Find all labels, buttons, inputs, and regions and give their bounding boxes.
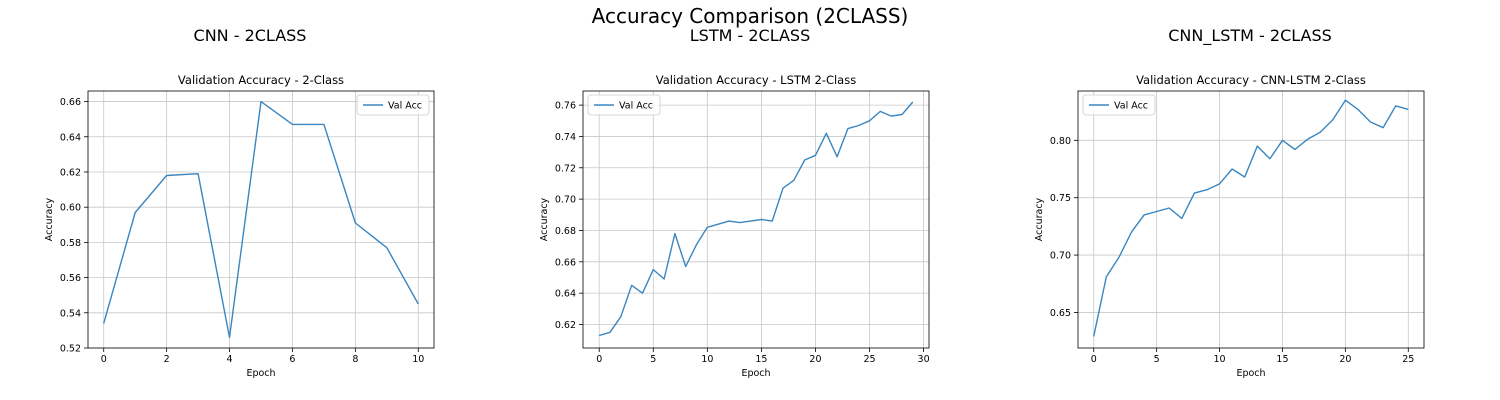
- y-tick-label: 0.70: [1050, 251, 1071, 262]
- x-tick-label: 0: [1091, 354, 1097, 365]
- x-tick-label: 0: [596, 354, 602, 365]
- y-tick-label: 0.64: [555, 289, 576, 300]
- x-tick-label: 8: [352, 354, 358, 365]
- y-tick-label: 0.56: [60, 273, 81, 284]
- y-tick-label: 0.52: [60, 344, 81, 355]
- legend-label: Val Acc: [388, 101, 422, 112]
- y-axis-label: Accuracy: [1034, 197, 1045, 241]
- panel-title: LSTM - 2CLASS: [689, 26, 811, 45]
- y-tick-label: 0.66: [555, 257, 576, 268]
- chart-lstm-svg: Validation Accuracy - LSTM 2-Class 0 5 10 15…: [539, 73, 930, 379]
- x-tick-label: 10: [701, 354, 713, 365]
- series-line-val-acc: [599, 101, 914, 337]
- y-tick-label: 0.75: [1050, 193, 1071, 204]
- chart-cnn-svg: Validation Accuracy - 2-Class 0 2 4 6 8 10 0.52…: [44, 73, 435, 379]
- chart-panel-lstm: LSTM - 2CLASS Validation Accuracy - LSTM…: [500, 0, 1000, 400]
- y-tick-label: 0.65: [1050, 308, 1071, 319]
- y-tick-label: 0.66: [60, 97, 81, 108]
- x-tick-label: 10: [412, 354, 424, 365]
- axes-title: Validation Accuracy - CNN-LSTM 2-Class: [1136, 73, 1366, 87]
- panel-title: CNN_LSTM - 2CLASS: [1168, 26, 1332, 45]
- y-tick-label: 0.62: [555, 320, 576, 331]
- y-tick-label: 0.58: [60, 238, 81, 249]
- x-axis-label: Epoch: [1236, 368, 1265, 379]
- y-axis-label: Accuracy: [44, 197, 55, 241]
- axes-title: Validation Accuracy - 2-Class: [178, 73, 344, 87]
- x-tick-label: 15: [1276, 354, 1288, 365]
- x-tick-label: 25: [1402, 354, 1414, 365]
- y-tick-label: 0.64: [60, 132, 81, 143]
- figure-title: Accuracy Comparison (2CLASS): [591, 4, 909, 28]
- x-tick-label: 10: [1213, 354, 1225, 365]
- x-tick-label: 4: [227, 354, 233, 365]
- y-tick-label: 0.60: [60, 203, 81, 214]
- axes-title: Validation Accuracy - LSTM 2-Class: [656, 73, 856, 87]
- y-tick-label: 0.62: [60, 167, 81, 178]
- series-line-val-acc: [103, 100, 419, 339]
- chart-panel-cnn-lstm: CNN_LSTM - 2CLASS Validation Accuracy - …: [1000, 0, 1500, 400]
- x-axis-label: Epoch: [246, 368, 275, 379]
- x-axis-label: Epoch: [741, 368, 770, 379]
- legend-box: [587, 94, 661, 116]
- axes-frame: [87, 90, 435, 349]
- y-tick-label: 0.68: [555, 226, 576, 237]
- y-tick-label: 0.72: [555, 163, 576, 174]
- x-tick-label: 5: [1154, 354, 1160, 365]
- x-tick-label: 20: [1339, 354, 1351, 365]
- legend-box: [1082, 94, 1156, 116]
- axes-frame: [1077, 90, 1425, 349]
- legend-label: Val Acc: [1114, 101, 1148, 112]
- legend-box: [356, 94, 430, 116]
- chart-panel-cnn: CNN - 2CLASS Validation Accuracy - 2-Cla…: [0, 0, 500, 400]
- y-tick-label: 0.70: [555, 195, 576, 206]
- y-axis-label: Accuracy: [539, 197, 550, 241]
- x-tick-label: 0: [101, 354, 107, 365]
- x-tick-label: 20: [809, 354, 821, 365]
- x-tick-label: 25: [863, 354, 875, 365]
- legend-label: Val Acc: [619, 101, 653, 112]
- y-tick-label: 0.80: [1050, 136, 1071, 147]
- y-tick-label: 0.74: [555, 132, 576, 143]
- x-tick-label: 6: [289, 354, 295, 365]
- x-tick-label: 2: [164, 354, 170, 365]
- y-tick-label: 0.76: [555, 101, 576, 112]
- chart-cnn-lstm-svg: Validation Accuracy - CNN-LSTM 2-Class 0 5…: [1034, 73, 1425, 379]
- series-line-val-acc: [1093, 99, 1409, 337]
- x-tick-label: 15: [755, 354, 767, 365]
- axes-frame: [582, 90, 930, 349]
- y-tick-label: 0.54: [60, 308, 81, 319]
- x-tick-label: 5: [650, 354, 656, 365]
- x-tick-label: 30: [918, 354, 930, 365]
- panel-title: CNN - 2CLASS: [193, 26, 307, 45]
